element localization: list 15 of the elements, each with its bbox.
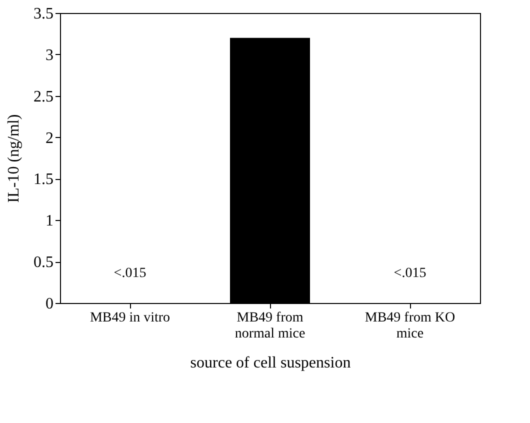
y-tick-label: 1 xyxy=(46,212,54,230)
y-tick-label: 1.5 xyxy=(34,171,54,188)
text: <.015 xyxy=(114,266,146,281)
y-tick-label: 2.5 xyxy=(34,88,54,106)
y-tick-label: 0 xyxy=(46,296,54,312)
y-tick-label: 3.5 xyxy=(34,6,54,22)
y-tick-label: 0.5 xyxy=(34,254,54,272)
x-tick-label: MB49 from KO mice xyxy=(364,310,456,342)
y-tick-label: 3 xyxy=(46,46,54,64)
x-tick-label: MB49 in vitro xyxy=(90,310,170,326)
x-axis-title: source of cell suspension xyxy=(190,354,351,372)
y-axis-title: IL-10 (ng/ml) xyxy=(6,114,22,203)
y-tick-label: 2 xyxy=(46,130,54,147)
text: <.015 xyxy=(394,266,426,281)
x-tick-label: MB49 from normal mice xyxy=(234,310,306,342)
